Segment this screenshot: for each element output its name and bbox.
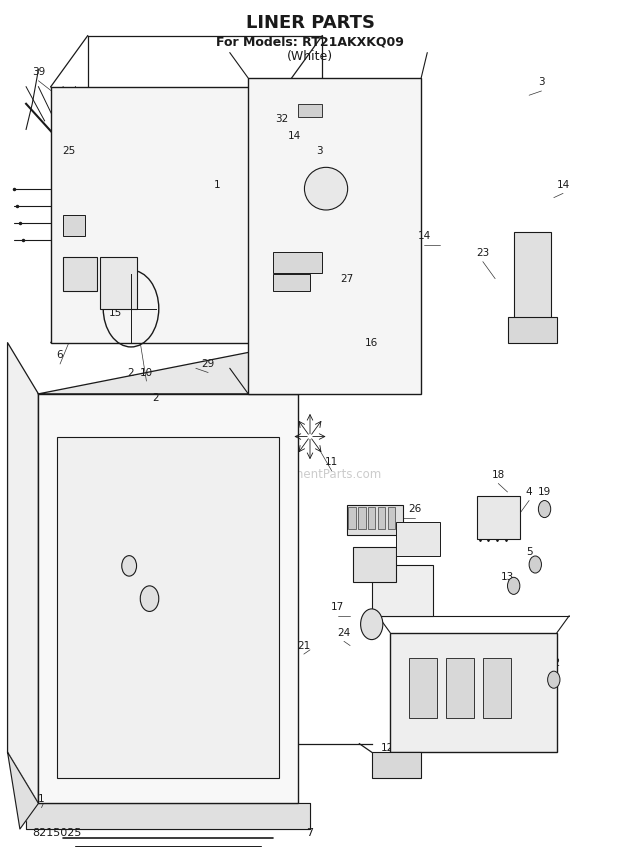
Text: 27: 27 bbox=[340, 274, 353, 283]
Text: 14: 14 bbox=[288, 131, 301, 141]
Bar bbox=[409, 658, 436, 718]
Text: 13: 13 bbox=[501, 573, 514, 582]
Text: 10: 10 bbox=[140, 367, 153, 377]
Text: 32: 32 bbox=[276, 114, 289, 124]
Bar bbox=[273, 252, 322, 273]
Bar bbox=[51, 86, 285, 342]
Text: 4: 4 bbox=[526, 487, 533, 497]
Circle shape bbox=[122, 556, 136, 576]
Bar bbox=[388, 508, 395, 529]
Text: 35: 35 bbox=[374, 547, 388, 556]
Bar bbox=[446, 658, 474, 718]
Bar bbox=[348, 508, 356, 529]
Text: 7: 7 bbox=[306, 829, 314, 838]
Bar bbox=[347, 505, 402, 535]
Text: For Models: RT21AKXKQ09: For Models: RT21AKXKQ09 bbox=[216, 36, 404, 49]
Polygon shape bbox=[7, 752, 38, 829]
Bar bbox=[63, 215, 85, 236]
Bar bbox=[378, 508, 385, 529]
Text: 17: 17 bbox=[331, 602, 344, 612]
Bar bbox=[368, 508, 376, 529]
Text: 23: 23 bbox=[476, 248, 489, 259]
Text: LINER PARTS: LINER PARTS bbox=[246, 14, 374, 32]
Text: 8215025: 8215025 bbox=[32, 829, 82, 838]
Text: 14: 14 bbox=[417, 231, 431, 241]
Text: 1: 1 bbox=[214, 180, 221, 190]
Ellipse shape bbox=[304, 167, 348, 210]
Text: 12: 12 bbox=[381, 743, 394, 753]
Text: 19: 19 bbox=[538, 487, 551, 497]
Bar bbox=[508, 317, 557, 342]
Text: 6: 6 bbox=[56, 350, 63, 360]
Text: 14: 14 bbox=[556, 180, 570, 190]
Text: 25: 25 bbox=[63, 146, 76, 156]
Text: 18: 18 bbox=[492, 470, 505, 480]
Bar bbox=[358, 508, 366, 529]
Text: 2: 2 bbox=[153, 393, 159, 403]
Bar bbox=[372, 752, 421, 778]
Polygon shape bbox=[38, 342, 329, 394]
Text: 11: 11 bbox=[325, 457, 339, 467]
Text: 1: 1 bbox=[38, 794, 45, 804]
Text: 3: 3 bbox=[538, 77, 545, 87]
Text: 8: 8 bbox=[371, 606, 378, 616]
Circle shape bbox=[547, 671, 560, 688]
Text: 7: 7 bbox=[220, 730, 227, 740]
Text: (White): (White) bbox=[287, 51, 333, 63]
Bar bbox=[273, 274, 310, 291]
Text: 24: 24 bbox=[337, 627, 350, 638]
Text: 21: 21 bbox=[297, 640, 311, 651]
Bar bbox=[63, 258, 97, 292]
Text: 9: 9 bbox=[106, 282, 113, 292]
Circle shape bbox=[538, 501, 551, 518]
Bar bbox=[38, 394, 298, 804]
Circle shape bbox=[508, 577, 520, 594]
Bar bbox=[353, 548, 396, 581]
Text: 5: 5 bbox=[526, 547, 533, 556]
Text: 38: 38 bbox=[143, 581, 156, 591]
Text: 26: 26 bbox=[409, 504, 422, 514]
Circle shape bbox=[140, 586, 159, 611]
Circle shape bbox=[361, 609, 383, 639]
Bar bbox=[514, 232, 551, 334]
Bar bbox=[390, 633, 557, 752]
Text: 3: 3 bbox=[316, 146, 322, 156]
Bar bbox=[396, 522, 440, 556]
Text: 15: 15 bbox=[109, 308, 122, 318]
Text: 22: 22 bbox=[547, 657, 560, 668]
Bar bbox=[248, 78, 421, 394]
Text: 29: 29 bbox=[202, 359, 215, 369]
Bar bbox=[483, 658, 511, 718]
Bar bbox=[477, 496, 520, 539]
Text: 2: 2 bbox=[128, 367, 135, 377]
Polygon shape bbox=[26, 804, 310, 829]
Bar bbox=[100, 258, 137, 308]
Text: 16: 16 bbox=[365, 337, 378, 348]
Circle shape bbox=[529, 556, 541, 573]
Text: 39: 39 bbox=[32, 68, 45, 77]
Bar bbox=[372, 564, 433, 615]
Bar bbox=[298, 104, 322, 116]
Polygon shape bbox=[7, 342, 38, 804]
Bar bbox=[57, 437, 279, 778]
Text: eReplacementParts.com: eReplacementParts.com bbox=[238, 468, 382, 481]
